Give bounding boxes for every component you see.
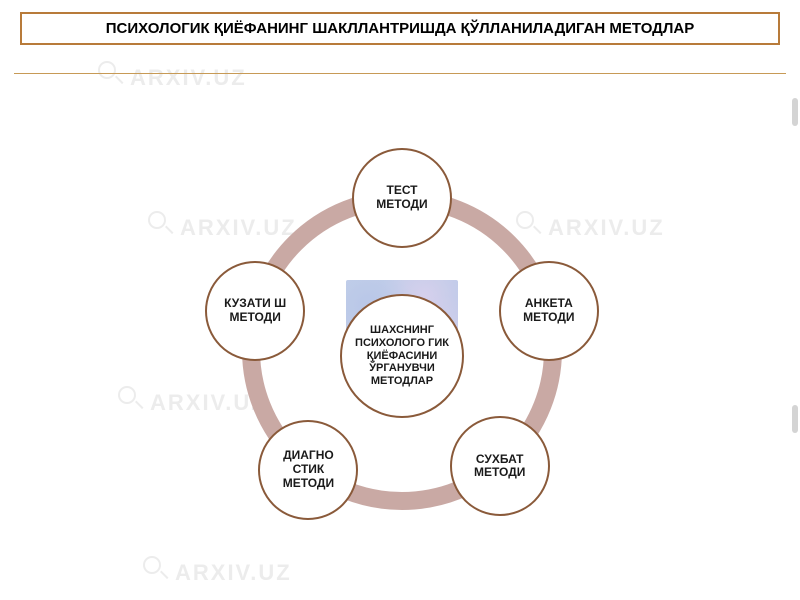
diagram-node-label: АНКЕТА МЕТОДИ (507, 297, 591, 325)
diagram-node-label: ТЕСТ МЕТОДИ (360, 184, 444, 212)
diagram-node-label: ДИАГНО СТИК МЕТОДИ (266, 449, 350, 490)
diagram-node: ТЕСТ МЕТОДИ (352, 148, 452, 248)
diagram-node: ДИАГНО СТИК МЕТОДИ (258, 420, 358, 520)
diagram-node-label: СУХБАТ МЕТОДИ (458, 453, 542, 481)
center-node: ШАХСНИНГ ПСИХОЛОГО ГИК ҚИЁФАСИНИ ЎРГАНУВ… (340, 294, 464, 418)
drag-handle[interactable] (792, 98, 798, 126)
diagram-node: КУЗАТИ Ш МЕТОДИ (205, 261, 305, 361)
diagram-node: АНКЕТА МЕТОДИ (499, 261, 599, 361)
radial-diagram: ШАХСНИНГ ПСИХОЛОГО ГИК ҚИЁФАСИНИ ЎРГАНУВ… (0, 0, 800, 600)
diagram-node: СУХБАТ МЕТОДИ (450, 416, 550, 516)
drag-handle[interactable] (792, 405, 798, 433)
center-node-label: ШАХСНИНГ ПСИХОЛОГО ГИК ҚИЁФАСИНИ ЎРГАНУВ… (350, 324, 454, 387)
diagram-node-label: КУЗАТИ Ш МЕТОДИ (213, 297, 297, 325)
page-root: ARXIV.UZARXIV.UZARXIV.UZARXIV.UZARXIV.UZ… (0, 0, 800, 600)
